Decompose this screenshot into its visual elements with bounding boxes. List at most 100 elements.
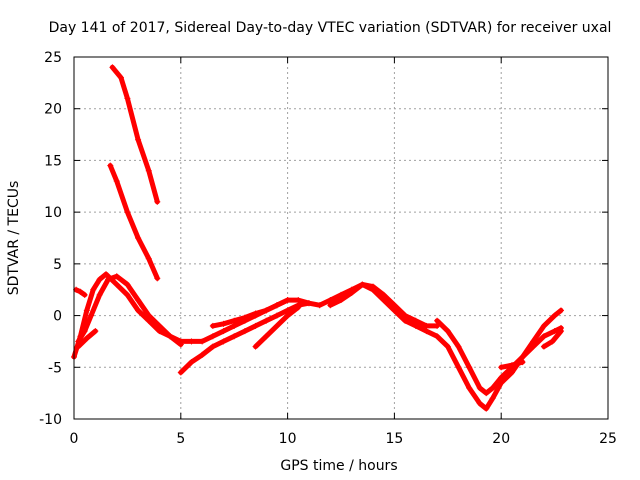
data-point — [124, 291, 131, 298]
data-point — [135, 235, 142, 241]
data-point — [370, 283, 377, 290]
data-point — [209, 333, 216, 340]
data-point — [113, 281, 120, 288]
data-point — [402, 317, 409, 324]
data-point — [498, 364, 505, 371]
data-point — [188, 338, 195, 345]
data-point — [359, 281, 366, 288]
data-point — [540, 343, 547, 350]
data-point — [188, 359, 195, 366]
data-point — [483, 390, 490, 397]
data-point — [252, 343, 259, 350]
data-point — [145, 167, 152, 174]
y-tick-labels: -10 -5 0 5 10 15 20 25 — [39, 50, 62, 428]
data-point — [81, 328, 88, 335]
data-point — [284, 307, 291, 314]
data-point — [105, 276, 112, 283]
data-point — [423, 328, 430, 335]
data-point — [338, 297, 344, 304]
data-point — [145, 312, 152, 319]
series-pass-9 — [327, 281, 441, 329]
grid-lines — [74, 57, 608, 419]
data-point — [77, 288, 84, 295]
y-tick-label: 10 — [44, 205, 62, 221]
data-point — [241, 328, 248, 335]
data-point — [167, 333, 174, 340]
data-point — [489, 395, 496, 402]
data-point — [540, 333, 547, 340]
data-point — [107, 162, 114, 169]
data-point — [519, 359, 526, 366]
data-point — [551, 328, 558, 335]
data-point — [177, 341, 184, 348]
data-point — [519, 353, 526, 360]
data-point — [412, 322, 419, 329]
data-point — [338, 291, 344, 298]
data-point — [135, 297, 142, 304]
x-tick-label: 5 — [176, 431, 185, 447]
x-tick-label: 10 — [279, 431, 297, 447]
data-point — [103, 271, 110, 278]
data-point — [231, 322, 238, 329]
series-group — [71, 64, 565, 412]
data-point — [209, 343, 216, 350]
data-point — [391, 302, 398, 309]
data-point — [273, 322, 280, 329]
y-tick-label: 0 — [53, 309, 62, 325]
series-trace — [107, 163, 160, 281]
series-pass-5 — [73, 286, 88, 298]
data-point — [402, 312, 409, 319]
data-point — [231, 317, 238, 324]
data-point — [316, 302, 323, 309]
series-trace — [109, 64, 160, 205]
data-point — [455, 343, 462, 350]
data-point — [220, 320, 227, 327]
data-point — [434, 333, 441, 340]
data-point — [81, 291, 88, 298]
data-point — [273, 312, 280, 319]
data-point — [476, 384, 483, 391]
y-tick-label: 15 — [44, 153, 62, 169]
data-point — [135, 307, 142, 314]
data-point — [263, 307, 270, 314]
data-point — [476, 400, 483, 407]
series-trace — [75, 273, 184, 347]
data-point — [154, 275, 161, 282]
data-point — [327, 297, 334, 304]
series-trace — [434, 318, 564, 396]
data-point — [145, 255, 152, 262]
x-tick-label: 0 — [70, 431, 79, 447]
x-axis-title: GPS time / hours — [280, 458, 397, 474]
data-point — [241, 314, 248, 321]
data-point — [348, 289, 355, 296]
data-point — [483, 405, 490, 412]
x-tick-labels: 0 5 10 15 20 25 — [70, 431, 617, 447]
series-pass-1 — [109, 64, 161, 205]
plot-frame — [73, 56, 609, 420]
data-point — [88, 312, 95, 319]
data-point — [252, 310, 259, 317]
x-tick-label: 20 — [492, 431, 510, 447]
data-point — [124, 95, 131, 102]
data-point — [75, 343, 82, 350]
data-point — [530, 343, 537, 350]
y-axis-title: SDTVAR / TECUs — [6, 181, 22, 296]
data-point — [220, 338, 227, 345]
data-point — [540, 322, 547, 329]
data-point — [558, 328, 565, 335]
y-tick-label: 25 — [44, 50, 62, 66]
data-point — [489, 384, 496, 391]
data-point — [263, 317, 270, 324]
data-point — [90, 286, 97, 293]
data-point — [199, 351, 206, 358]
data-point — [231, 333, 238, 340]
series-pass-8 — [252, 304, 302, 350]
data-point — [117, 74, 124, 81]
data-point — [295, 297, 302, 304]
data-point — [177, 369, 184, 376]
y-tick-label: 20 — [44, 102, 62, 118]
data-point — [156, 322, 163, 329]
data-point — [135, 136, 142, 143]
data-point — [444, 343, 451, 350]
